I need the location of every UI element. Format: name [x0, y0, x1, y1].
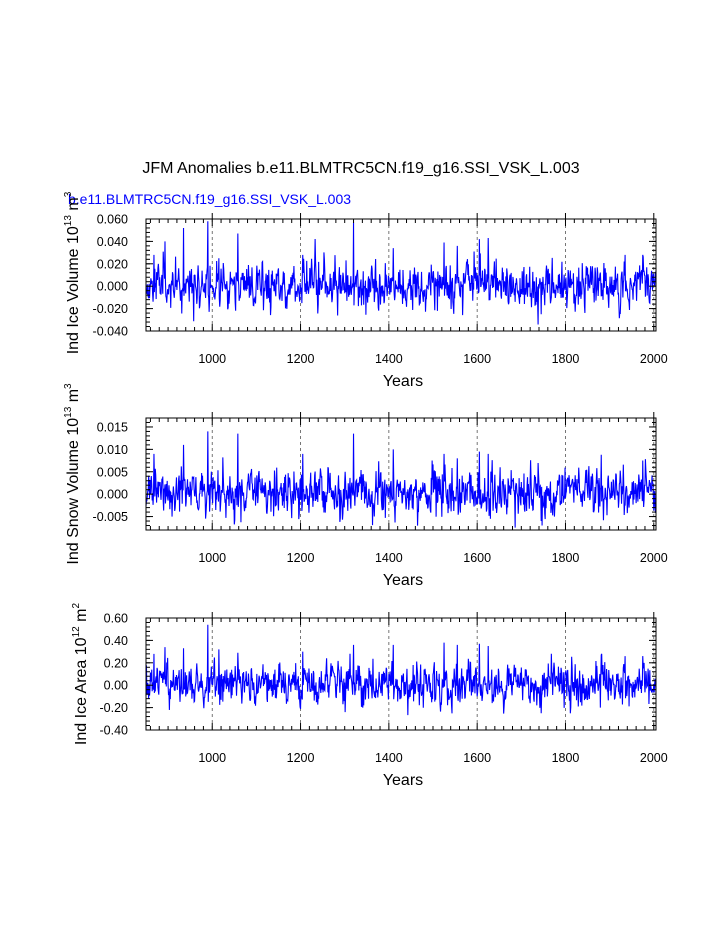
x-axis-label: Years: [383, 772, 423, 789]
y-axis-label: Ind Ice Area 1012 m2: [71, 603, 90, 746]
y-axis-label-unit: m: [65, 389, 82, 407]
series-line-ice-area: [145, 624, 657, 716]
axis-ticks: [146, 612, 656, 731]
y-axis-label-unit-exponent: 3: [63, 383, 74, 389]
y-tick-label: 0.005: [97, 465, 128, 479]
y-tick-label: 0.000: [97, 488, 128, 502]
y-tick-label: 0.010: [97, 443, 128, 457]
x-tick-label: 1800: [552, 751, 580, 765]
panel-ice-area: -0.40-0.200.000.200.400.60 1000 1200 1400 1…: [71, 603, 668, 789]
axis-ticks: [146, 412, 656, 531]
y-axis-label-main: Ind Ice Volume 10: [65, 226, 82, 354]
y-tick-label: -0.020: [93, 302, 128, 316]
x-tick-labels: 1000 1200 1400 1600 1800 2000: [198, 551, 667, 565]
x-tick-label: 1600: [463, 551, 491, 565]
plot-frame: [145, 218, 657, 332]
y-tick-label: -0.20: [100, 701, 129, 715]
x-tick-label: 1400: [375, 551, 403, 565]
y-axis-label-main: Ind Ice Area 10: [73, 637, 90, 745]
panel-ice-volume: -0.040 -0.020 0.000 0.020 0.040 0.060 1000 120…: [63, 191, 668, 390]
y-axis-label-unit: m: [73, 609, 90, 627]
x-tick-label: 1000: [198, 551, 226, 565]
y-tick-label: -0.40: [100, 724, 129, 738]
y-axis-label-main: Ind Snow Volume 10: [65, 418, 82, 565]
y-tick-labels: -0.040 -0.020 0.000 0.020 0.040 0.060: [93, 213, 129, 339]
x-tick-label: 1800: [552, 551, 580, 565]
x-tick-labels: 1000 1200 1400 1600 1800 2000: [198, 751, 667, 765]
plot-frame: [145, 417, 657, 531]
plot-frame: [145, 617, 657, 731]
y-tick-label: 0.015: [97, 420, 128, 434]
y-axis-label-unit-exponent: 3: [63, 191, 74, 197]
x-tick-label: 1200: [287, 551, 315, 565]
x-axis-label: Years: [383, 572, 423, 589]
y-tick-label: 0.40: [104, 634, 128, 648]
figure-subtitle: b.e11.BLMTRC5CN.f19_g16.SSI_VSK_L.003: [68, 191, 351, 207]
y-axis-label: Ind Ice Volume 1013 m3: [63, 191, 82, 354]
axis-ticks: [146, 213, 656, 332]
x-tick-label: 1000: [198, 751, 226, 765]
y-tick-label: 0.000: [97, 280, 128, 294]
series-line-snow-volume: [145, 431, 657, 528]
x-tick-label: 1800: [552, 352, 580, 366]
x-tick-label: 1400: [375, 352, 403, 366]
y-axis-label-unit-exponent: 2: [71, 603, 82, 609]
x-tick-label: 1400: [375, 751, 403, 765]
y-axis-label-exponent: 13: [63, 215, 74, 227]
y-axis-label-exponent: 12: [71, 626, 82, 638]
y-tick-label: 0.20: [104, 656, 128, 670]
y-axis-label: Ind Snow Volume 1013 m3: [63, 383, 82, 565]
y-tick-label: 0.00: [104, 679, 128, 693]
x-tick-label: 1000: [198, 352, 226, 366]
y-tick-label: 0.60: [104, 612, 128, 626]
x-tick-label: 1200: [287, 352, 315, 366]
series-line-ice-volume: [145, 221, 657, 325]
y-tick-label: 0.040: [97, 235, 128, 249]
y-tick-label: -0.005: [93, 510, 128, 524]
y-tick-labels: -0.40 -0.20 0.00 0.20 0.40 0.60: [100, 612, 129, 738]
y-axis-label-unit: m: [65, 197, 82, 215]
x-tick-label: 1200: [287, 751, 315, 765]
y-tick-label: 0.060: [97, 213, 128, 227]
x-tick-label: 1600: [463, 352, 491, 366]
y-axis-label-exponent: 13: [63, 406, 74, 418]
figure-title: JFM Anomalies b.e11.BLMTRC5CN.f19_g16.SS…: [142, 160, 579, 177]
y-tick-labels: -0.005 0.000 0.005 0.010 0.015: [93, 420, 129, 524]
x-axis-label: Years: [383, 373, 423, 390]
x-tick-label: 1600: [463, 751, 491, 765]
x-tick-labels: 1000 1200 1400 1600 1800 2000: [198, 352, 667, 366]
x-tick-label: 2000: [640, 551, 668, 565]
y-tick-label: -0.040: [93, 325, 128, 339]
x-tick-label: 2000: [640, 751, 668, 765]
y-tick-label: 0.020: [97, 257, 128, 271]
x-tick-label: 2000: [640, 352, 668, 366]
